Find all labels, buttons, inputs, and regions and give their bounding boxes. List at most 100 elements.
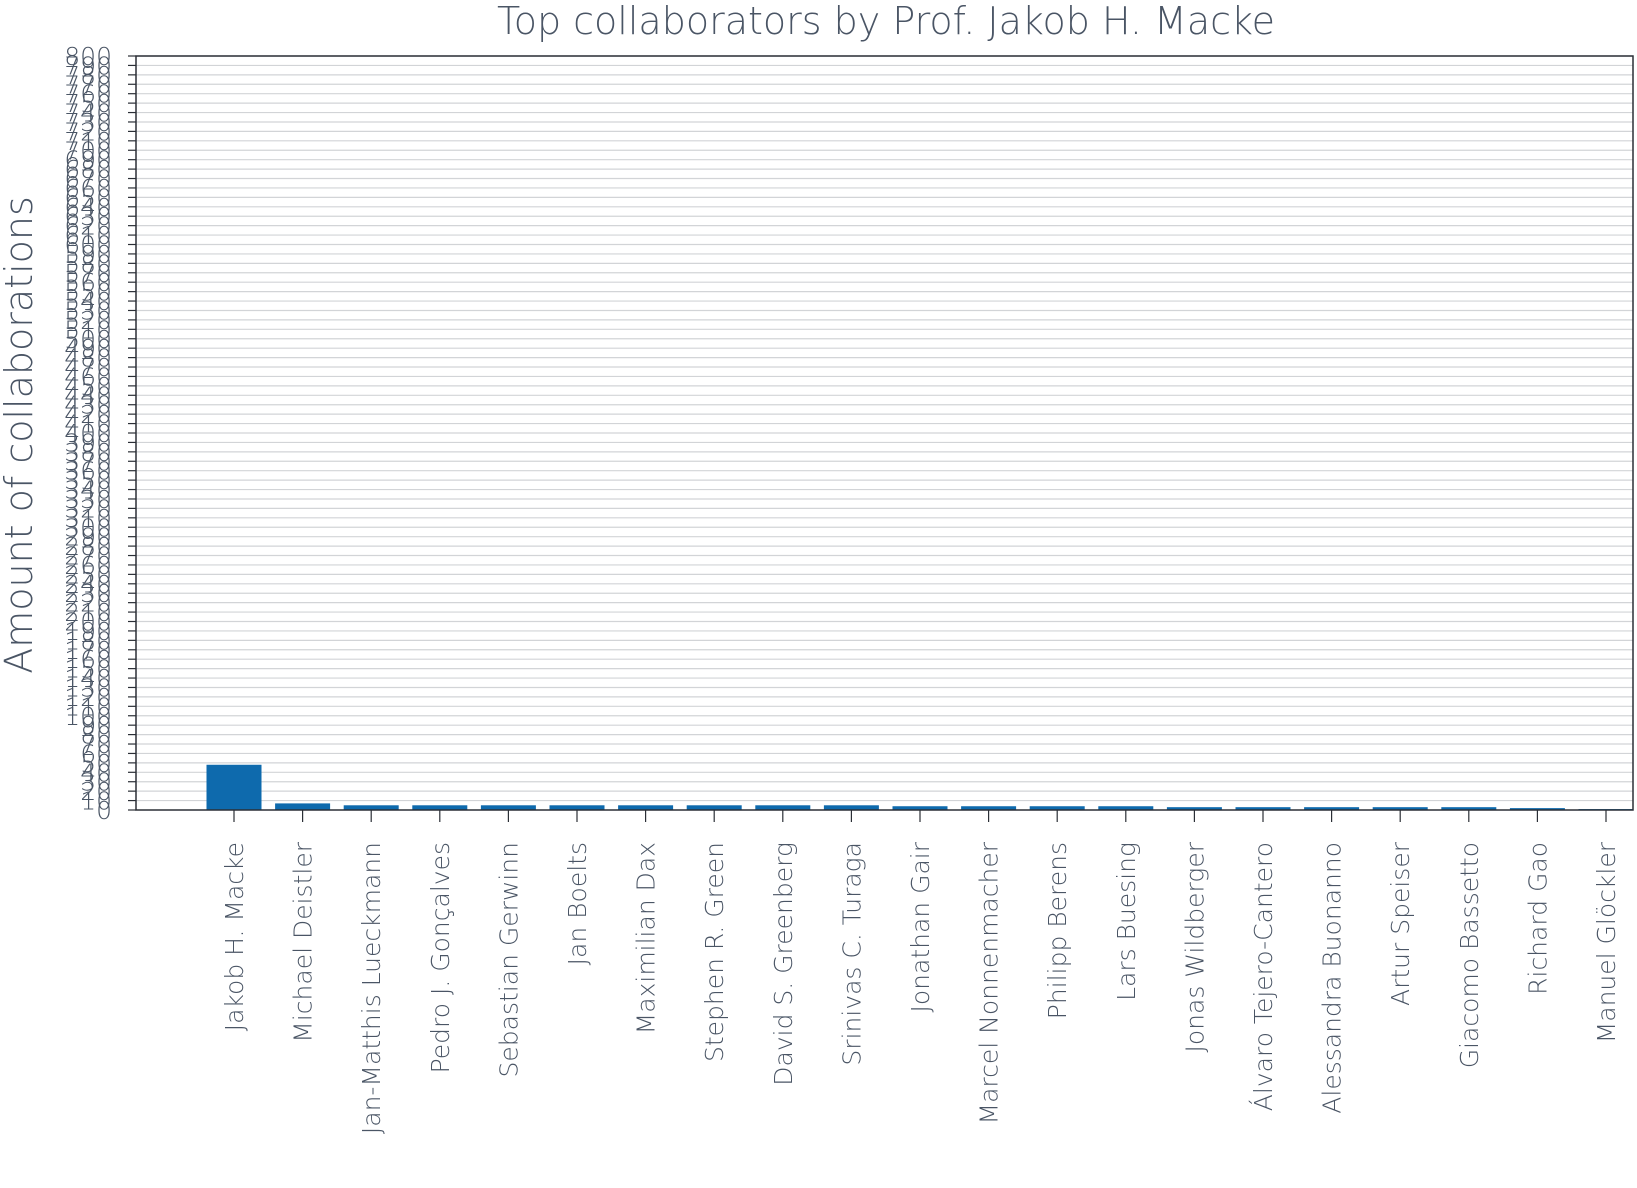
- x-tick-label: Michael Deistler: [289, 841, 318, 1042]
- y-tick-label: 460: [64, 362, 112, 391]
- y-tick-label: 90: [80, 711, 112, 740]
- bar: [686, 805, 742, 810]
- x-tick-label: Stephen R. Green: [700, 842, 729, 1062]
- y-tick-label: 220: [64, 589, 112, 618]
- x-tick-label: Jonathan Gair: [906, 841, 935, 1012]
- y-tick-label: 110: [64, 692, 112, 721]
- y-tick-label: 140: [64, 664, 112, 693]
- y-tick-label: 700: [64, 136, 112, 165]
- y-tick-label: 250: [64, 560, 112, 589]
- y-tick-label: 0: [96, 796, 112, 825]
- x-tick-label: Sebastian Gerwinn: [494, 842, 523, 1077]
- y-tick-label: 290: [64, 523, 112, 552]
- y-tick-label: 260: [64, 551, 112, 580]
- x-tick-label: Marcel Nonnenmacher: [975, 841, 1004, 1124]
- y-tick-label: 740: [64, 99, 112, 128]
- y-tick-label: 280: [64, 532, 112, 561]
- y-tick-label: 430: [64, 391, 112, 420]
- y-tick-label: 490: [64, 334, 112, 363]
- y-tick-label: 660: [64, 174, 112, 203]
- y-tick-label: 730: [64, 108, 112, 137]
- bar: [892, 806, 948, 810]
- y-tick-label: 600: [64, 231, 112, 260]
- y-tick-label: 560: [64, 268, 112, 297]
- y-tick-label: 750: [64, 89, 112, 118]
- bar: [549, 805, 605, 810]
- y-tick-label: 180: [64, 626, 112, 655]
- y-axis-ticks: 0102030405060708090100110120130140150160…: [64, 42, 136, 825]
- y-axis-label: Amount of collaborations: [0, 196, 41, 674]
- y-tick-label: 320: [64, 494, 112, 523]
- y-tick-label: 310: [64, 504, 112, 533]
- y-tick-label: 190: [64, 617, 112, 646]
- y-tick-label: 230: [64, 579, 112, 608]
- y-tick-label: 790: [64, 51, 112, 80]
- y-tick-label: 340: [64, 476, 112, 505]
- x-tick-label: Álvaro Tejero-Cantero: [1249, 842, 1278, 1111]
- y-tick-label: 530: [64, 296, 112, 325]
- x-tick-label: Jonas Wildberger: [1180, 841, 1209, 1052]
- y-tick-label: 520: [64, 306, 112, 335]
- bar: [961, 806, 1017, 810]
- y-tick-label: 690: [64, 146, 112, 175]
- y-tick-label: 360: [64, 457, 112, 486]
- x-tick-label: Alessandra Buonanno: [1318, 842, 1347, 1114]
- y-tick-label: 170: [64, 636, 112, 665]
- x-tick-label: Pedro J. Gonçalves: [426, 842, 455, 1073]
- y-tick-label: 240: [64, 570, 112, 599]
- y-tick-label: 80: [80, 721, 112, 750]
- y-tick-label: 800: [64, 42, 112, 71]
- y-tick-label: 640: [64, 193, 112, 222]
- y-tick-label: 410: [64, 410, 112, 439]
- bar: [755, 805, 811, 810]
- y-tick-label: 780: [64, 61, 112, 90]
- x-tick-label: Giacomo Bassetto: [1455, 842, 1484, 1068]
- y-tick-label: 720: [64, 117, 112, 146]
- y-tick-label: 10: [80, 787, 112, 816]
- y-tick-label: 350: [64, 466, 112, 495]
- y-tick-label: 620: [64, 212, 112, 241]
- y-tick-label: 370: [64, 447, 112, 476]
- y-tick-label: 570: [64, 259, 112, 288]
- x-tick-label: Philipp Berens: [1043, 842, 1072, 1019]
- y-tick-label: 210: [64, 598, 112, 627]
- y-tick-label: 470: [64, 353, 112, 382]
- grid-lines: [136, 55, 1633, 802]
- bar: [618, 805, 674, 810]
- y-tick-label: 130: [64, 673, 112, 702]
- bar: [1304, 807, 1360, 810]
- y-tick-label: 300: [64, 513, 112, 542]
- x-tick-label: Artur Speiser: [1386, 841, 1415, 1006]
- y-tick-label: 420: [64, 400, 112, 429]
- x-tick-label: David S. Greenberg: [769, 842, 798, 1086]
- bar: [1372, 807, 1428, 810]
- y-tick-label: 680: [64, 155, 112, 184]
- y-tick-label: 610: [64, 221, 112, 250]
- y-tick-label: 550: [64, 278, 112, 307]
- y-tick-label: 380: [64, 438, 112, 467]
- y-tick-label: 480: [64, 344, 112, 373]
- y-tick-label: 670: [64, 165, 112, 194]
- y-tick-label: 450: [64, 372, 112, 401]
- y-tick-label: 150: [64, 655, 112, 684]
- bar: [823, 805, 879, 810]
- x-tick-label: Richard Gao: [1523, 842, 1552, 995]
- bar: [1441, 807, 1497, 810]
- y-tick-label: 160: [64, 645, 112, 674]
- y-tick-label: 590: [64, 240, 112, 269]
- bars: [206, 764, 1634, 810]
- y-tick-label: 50: [80, 749, 112, 778]
- y-tick-label: 40: [80, 758, 112, 787]
- x-axis-ticks: Jakob H. Macke Michael Deistler Jan-Matthi…: [220, 810, 1621, 1134]
- y-tick-label: 500: [64, 325, 112, 354]
- bar: [1235, 807, 1291, 810]
- y-tick-label: 650: [64, 183, 112, 212]
- y-tick-label: 580: [64, 249, 112, 278]
- y-tick-label: 60: [80, 739, 112, 768]
- y-tick-label: 20: [80, 777, 112, 806]
- y-tick-label: 770: [64, 70, 112, 99]
- bar: [1509, 808, 1565, 810]
- y-tick-label: 710: [64, 127, 112, 156]
